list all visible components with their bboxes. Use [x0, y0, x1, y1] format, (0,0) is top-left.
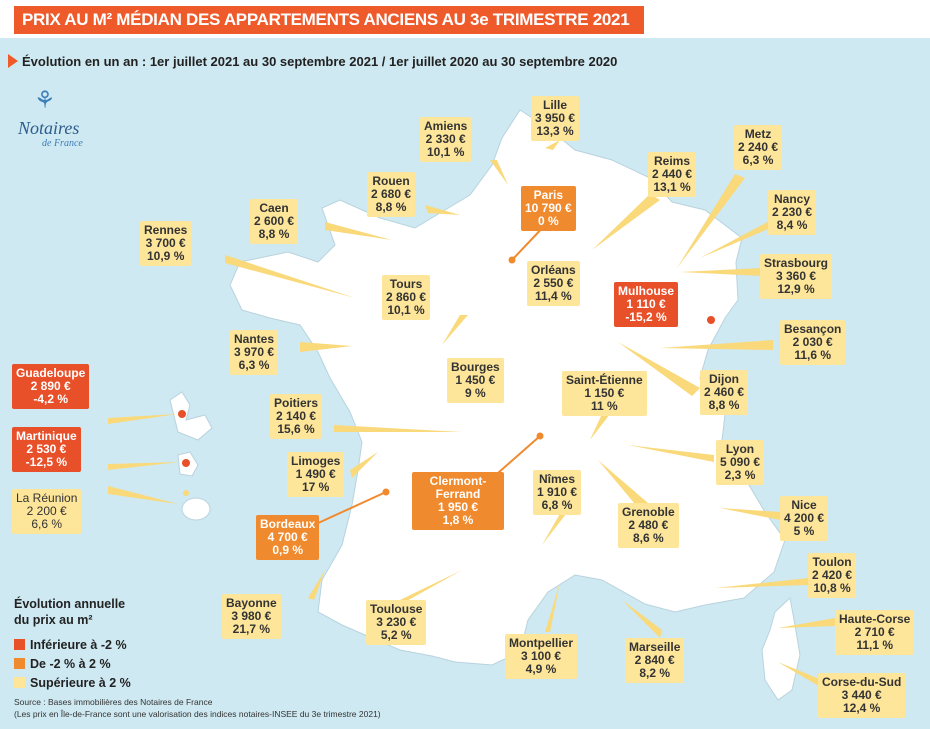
notaires-logo: ⚘ Notaires de France: [18, 86, 118, 156]
label-caen: Caen 2 600 €8,8 %: [250, 199, 299, 244]
label-paris: Paris 10 790 €0 %: [521, 186, 576, 231]
source-line-1: Source : Bases immobilières des Notaires…: [14, 697, 213, 707]
legend-swatch-orange: [14, 658, 25, 669]
label-reims: Reims 2 440 €13,1 %: [648, 152, 697, 197]
legend-item-yellow: Supérieure à 2 %: [14, 676, 131, 690]
label-martinique: Martinique 2 530 € -12,5 %: [12, 427, 81, 472]
legend-item-red: Inférieure à -2 %: [14, 638, 127, 652]
label-amiens: Amiens 2 330 €10,1 %: [420, 117, 472, 162]
legend-title-2: du prix au m²: [14, 613, 93, 627]
logo-subtitle: de France: [42, 138, 83, 149]
label-montpellier: Montpellier 3 100 €4,9 %: [505, 634, 578, 679]
label-nice: Nice 4 200 €5 %: [780, 496, 829, 541]
label-rouen: Rouen 2 680 €8,8 %: [367, 172, 416, 217]
label-nimes: Nîmes 1 910 €6,8 %: [533, 470, 582, 515]
label-haute-corse: Haute-Corse 2 710 €11,1 %: [835, 610, 915, 655]
label-dijon: Dijon 2 460 €8,8 %: [700, 370, 749, 415]
label-nancy: Nancy 2 230 €8,4 %: [768, 190, 817, 235]
corsica: [761, 597, 801, 701]
label-nantes: Nantes 3 970 €6,3 %: [230, 330, 279, 375]
source-line-2: (Les prix en Île-de-France sont une valo…: [14, 709, 381, 719]
label-bayonne: Bayonne 3 980 €21,7 %: [222, 594, 281, 639]
label-saint-etienne: Saint-Étienne 1 150 €11 %: [562, 371, 647, 416]
bordeaux-pointer: [315, 491, 387, 525]
guadeloupe-island: [169, 391, 213, 441]
label-strasbourg: Strasbourg 3 360 €12,9 %: [760, 254, 833, 299]
legend-swatch-red: [14, 639, 25, 650]
label-besancon: Besançon 2 030 €11,6 %: [780, 320, 846, 365]
legend-item-orange: De -2 % à 2 %: [14, 657, 111, 671]
label-la-reunion: La Réunion 2 200 €6,6 %: [12, 489, 82, 534]
label-bordeaux: Bordeaux 4 700 €0,9 %: [256, 515, 320, 560]
subtitle: Évolution en un an : 1er juillet 2021 au…: [22, 54, 618, 69]
label-corse-du-sud: Corse-du-Sud 3 440 €12,4 %: [818, 673, 906, 718]
subtitle-arrow-icon: [8, 54, 18, 68]
label-limoges: Limoges 1 490 €17 %: [287, 452, 345, 497]
label-tours: Tours 2 860 €10,1 %: [382, 275, 431, 320]
label-lyon: Lyon 5 090 €2,3 %: [716, 440, 765, 485]
legend-title-1: Évolution annuelle: [14, 597, 126, 611]
reunion-island: [181, 497, 211, 521]
label-bourges: Bourges 1 450 €9 %: [447, 358, 504, 403]
label-toulon: Toulon 2 420 €10,8 %: [808, 553, 857, 598]
label-poitiers: Poitiers 2 140 €15,6 %: [270, 394, 323, 439]
logo-name: Notaires: [18, 118, 80, 138]
source-note: Source : Bases immobilières des Notaires…: [14, 696, 381, 720]
label-toulouse: Toulouse 3 230 €5,2 %: [366, 600, 427, 645]
label-metz: Metz 2 240 €6,3 %: [734, 125, 783, 170]
label-rennes: Rennes 3 700 €10,9 %: [140, 221, 192, 266]
header-bar: PRIX AU M² MÉDIAN DES APPARTEMENTS ANCIE…: [0, 0, 930, 38]
label-clermont-ferrand: Clermont-Ferrand 1 950 €1,8 %: [412, 472, 504, 530]
label-marseille: Marseille 2 840 €8,2 %: [625, 638, 685, 683]
legend: Évolution annuelle du prix au m²: [14, 596, 125, 628]
city-dots: [178, 256, 715, 496]
notaires-logo-icon: ⚘: [34, 87, 56, 114]
label-mulhouse: Mulhouse 1 110 € -15,2 %: [614, 282, 678, 327]
label-lille: Lille 3 950 €13,3 %: [531, 96, 580, 141]
label-orleans: Orléans 2 550 €11,4 %: [527, 261, 580, 306]
page-title: PRIX AU M² MÉDIAN DES APPARTEMENTS ANCIE…: [14, 6, 644, 34]
label-guadeloupe: Guadeloupe 2 890 € -4,2 %: [12, 364, 90, 409]
label-grenoble: Grenoble 2 480 €8,6 %: [618, 503, 679, 548]
legend-swatch-yellow: [14, 677, 25, 688]
